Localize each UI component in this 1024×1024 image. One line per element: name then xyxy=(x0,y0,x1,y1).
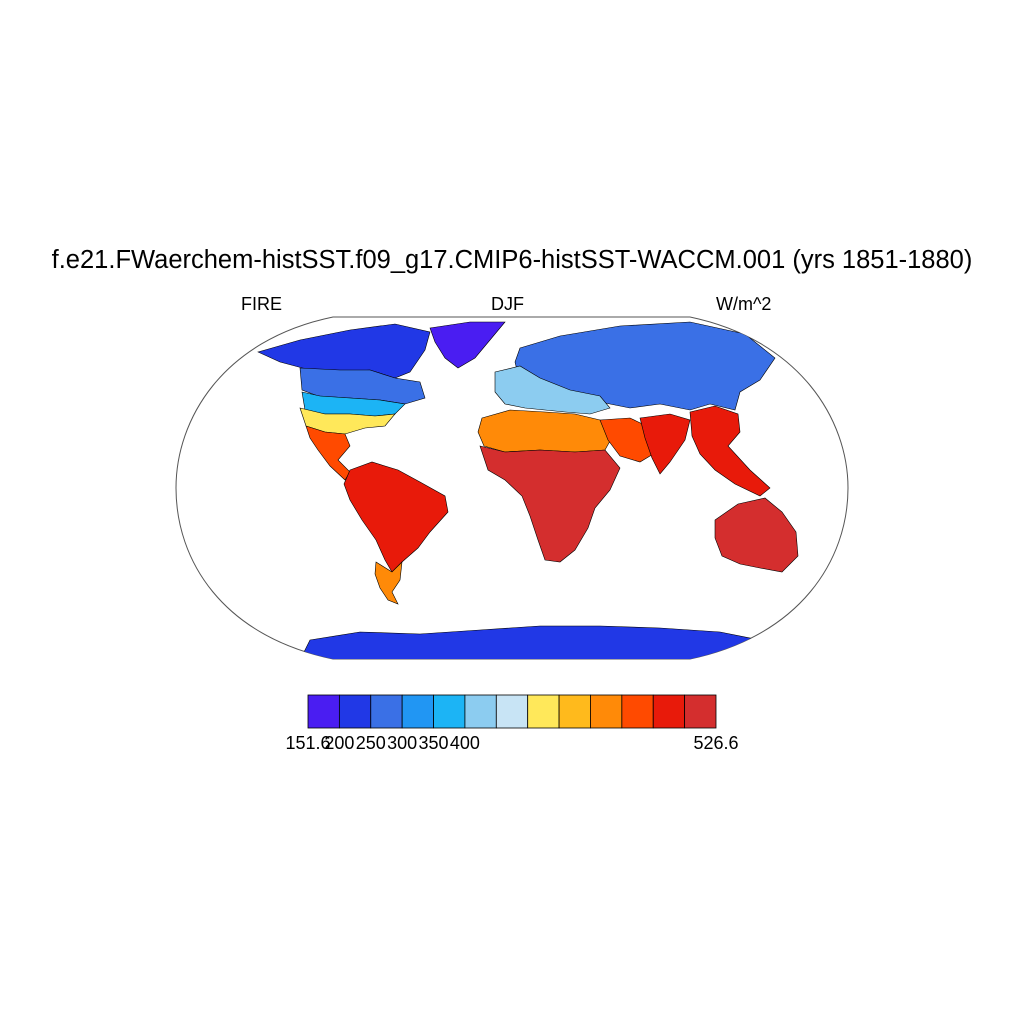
colorbar-swatch xyxy=(370,694,403,729)
colorbar-tick-label: 300 xyxy=(387,733,418,753)
colorbar-tick-label: 151.6 xyxy=(285,733,331,753)
region-europe xyxy=(494,365,611,415)
season-label: DJF xyxy=(491,294,524,314)
colorbar-swatch xyxy=(684,694,717,729)
region-greenland xyxy=(429,321,506,369)
region-antarctica xyxy=(299,625,761,659)
colorbar-swatch xyxy=(558,694,591,729)
colorbar-swatch xyxy=(590,694,623,729)
colorbar-tick-label: 526.6 xyxy=(693,733,739,753)
colorbar-swatch xyxy=(307,694,340,729)
colorbar-swatch xyxy=(652,694,686,729)
region-southeast-asia xyxy=(689,405,771,497)
colorbar-tick-label: 350 xyxy=(418,733,449,753)
colorbar-swatch xyxy=(433,694,466,729)
units-label: W/m^2 xyxy=(716,294,772,314)
land-layer xyxy=(257,321,799,659)
colorbar-swatch xyxy=(401,694,434,729)
region-patagonia xyxy=(374,561,403,605)
colorbar-tick-label: 250 xyxy=(355,733,386,753)
colorbar-swatch xyxy=(527,694,560,729)
colorbar xyxy=(307,694,717,729)
colorbar-swatch xyxy=(495,694,529,729)
variable-label: FIRE xyxy=(241,294,283,314)
region-africa xyxy=(479,445,621,563)
colorbar-swatch xyxy=(464,694,497,729)
colorbar-tick-label: 200 xyxy=(324,733,355,753)
plot-title: f.e21.FWaerchem-histSST.f09_g17.CMIP6-hi… xyxy=(51,246,973,274)
colorbar-tick-label: 400 xyxy=(449,733,480,753)
region-india xyxy=(639,413,691,475)
region-south-america xyxy=(343,461,449,573)
region-australia xyxy=(714,497,799,573)
colorbar-swatch xyxy=(338,694,372,729)
colorbar-swatch xyxy=(621,694,654,729)
